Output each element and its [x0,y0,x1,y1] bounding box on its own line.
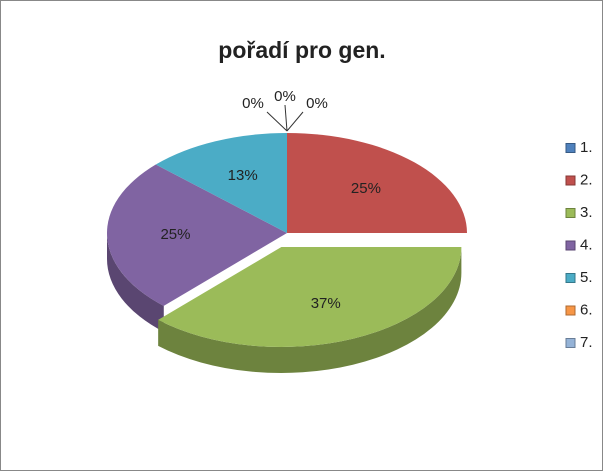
data-label: 13% [228,167,258,184]
leader-line [284,104,288,132]
pie-slice-top [107,164,288,306]
pie-slice [155,133,287,233]
data-label: 0% [242,95,264,112]
data-label: 0% [306,95,328,112]
leader-line [286,111,304,132]
chart-title: pořadí pro gen. [218,37,385,63]
legend-swatch [565,240,576,251]
data-label: 0% [274,88,296,105]
legend-label: 1. [580,139,593,156]
data-label: 37% [311,295,341,312]
pie-slice-top [158,247,462,347]
legend-swatch [565,143,576,153]
legend-label: 6. [580,301,593,318]
pie-slice-top [155,133,287,233]
pie-slice [107,164,288,332]
leader-line [266,111,288,132]
data-label: 25% [351,180,381,197]
legend-swatch [565,338,576,348]
legend-label: 7. [580,334,593,351]
pie-slice-side [158,247,462,373]
legend-swatch [565,175,576,186]
pie-slice [287,133,467,233]
pie-slice-top [287,133,467,233]
data-label: 25% [160,226,190,243]
legend-label: 5. [580,269,593,286]
legend-label: 3. [580,204,593,221]
legend-swatch [565,305,576,316]
legend-label: 2. [580,171,593,188]
legend-label: 4. [580,236,593,253]
pie-slice-side [107,233,164,332]
legend-swatch [565,208,576,218]
legend-swatch [565,273,576,283]
pie-slice [158,247,462,373]
